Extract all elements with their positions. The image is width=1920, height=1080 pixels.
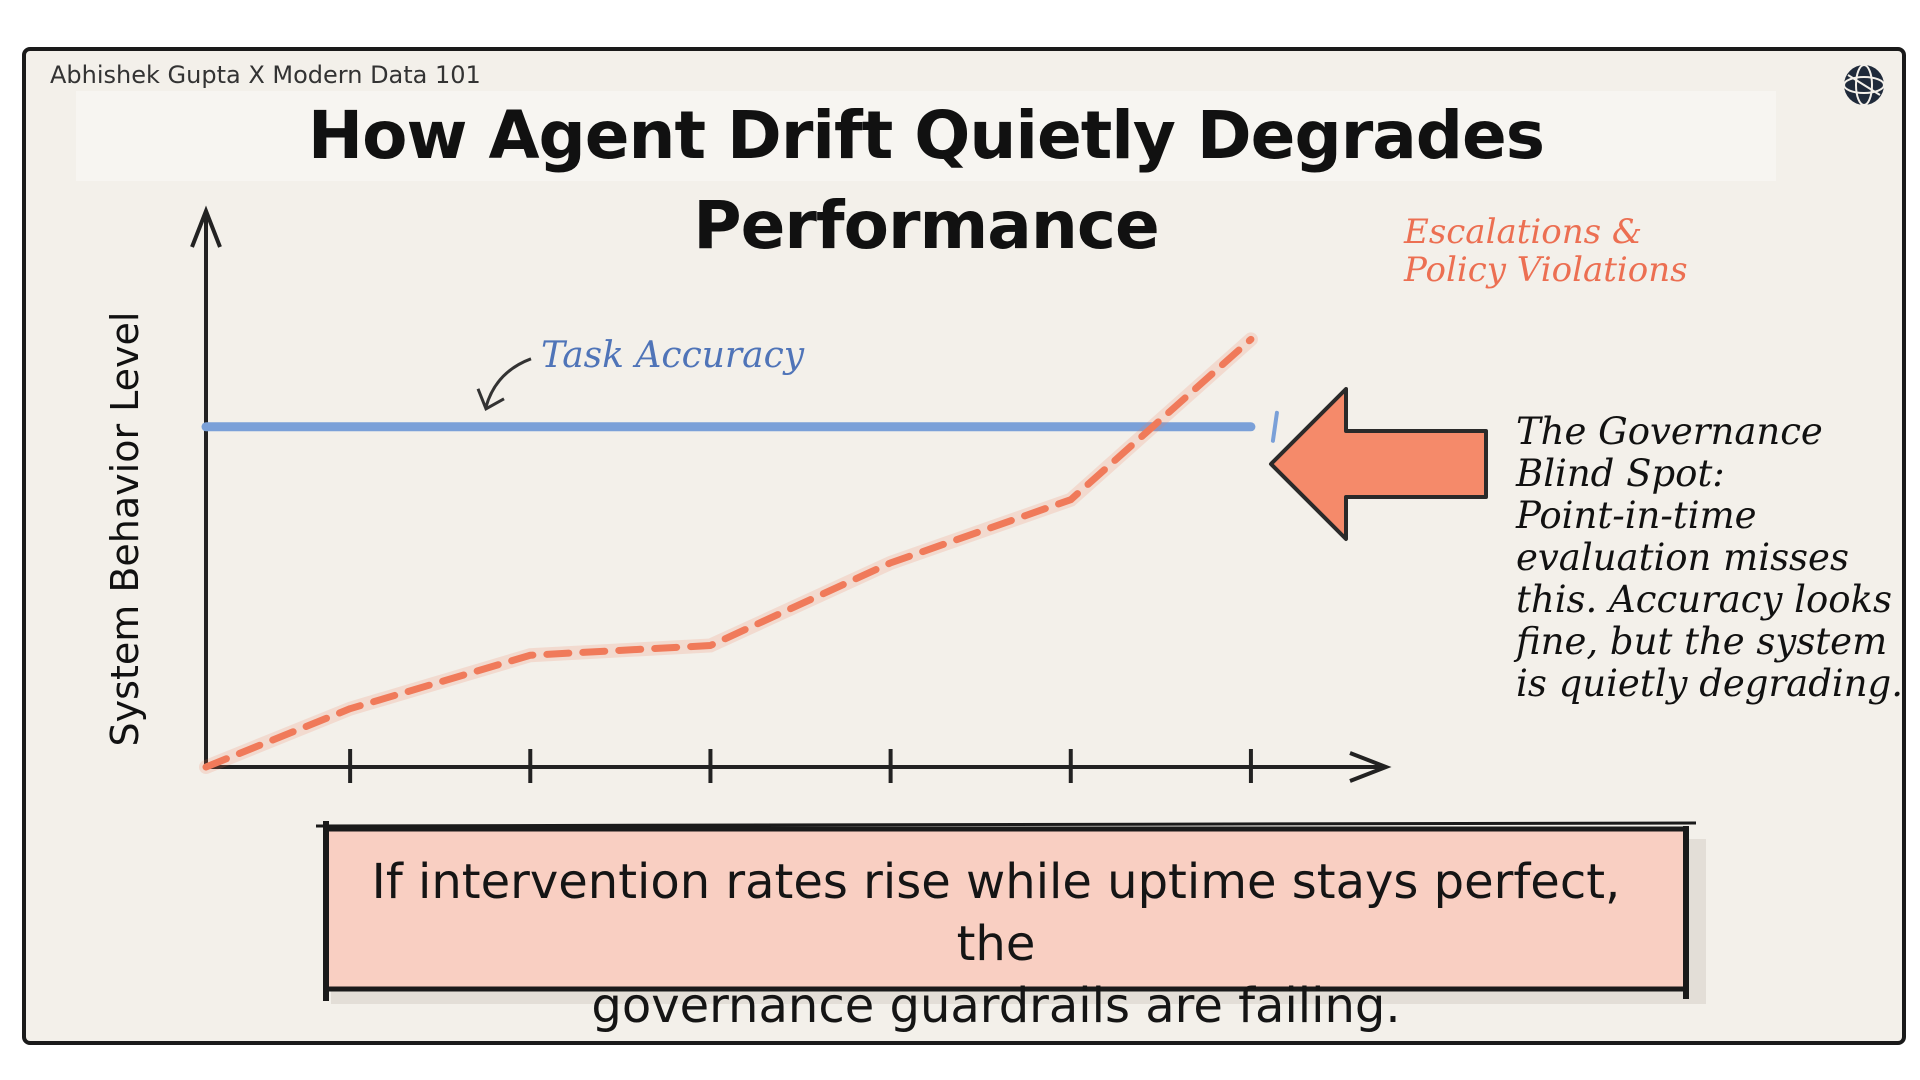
series-end-tick-task-accuracy bbox=[1270, 410, 1279, 443]
point-escalations-policy-violations-5 bbox=[1070, 499, 1072, 501]
point-task-accuracy-6 bbox=[1250, 426, 1252, 428]
callout-line-2: Blind Spot: bbox=[1516, 452, 1725, 495]
y-axis-label: System Behavior Level bbox=[103, 312, 147, 747]
x-axis-arrowhead bbox=[1349, 751, 1392, 783]
banner-message: If intervention rates rise while uptime … bbox=[326, 851, 1666, 1037]
series-label-escalations-line1: Escalations & bbox=[1403, 212, 1642, 252]
banner-box bbox=[315, 821, 1706, 1004]
callout-line-4: evaluation misses bbox=[1516, 536, 1849, 579]
point-task-accuracy-3 bbox=[709, 426, 711, 428]
point-escalations-policy-violations-4 bbox=[890, 562, 892, 564]
series-label-escalations-line2: Policy Violations bbox=[1403, 250, 1688, 290]
drift-chart: System Behavior Level Task Accuracy Esca… bbox=[103, 205, 1706, 1004]
slide: Abhishek Gupta X Modern Data 101 How Age… bbox=[22, 47, 1906, 1045]
point-escalations-policy-violations-1 bbox=[349, 708, 351, 710]
chart-labels: System Behavior Level Task Accuracy Esca… bbox=[103, 212, 1688, 746]
callout-arrow bbox=[1269, 387, 1488, 541]
series-glow-escalations-policy-violations bbox=[199, 332, 1258, 774]
point-task-accuracy-4 bbox=[890, 426, 892, 428]
banner-line-1: If intervention rates rise while uptime … bbox=[371, 854, 1621, 972]
chart-axes bbox=[190, 205, 1392, 783]
point-task-accuracy-0 bbox=[205, 426, 207, 428]
callout-line-3: Point-in-time bbox=[1516, 494, 1757, 537]
callout-line-7: is quietly degrading. bbox=[1516, 662, 1904, 705]
globe-icon bbox=[1843, 64, 1885, 106]
point-task-accuracy-2 bbox=[529, 426, 531, 428]
point-escalations-policy-violations-0 bbox=[205, 766, 207, 768]
accuracy-pointer-arrowhead bbox=[476, 388, 505, 411]
callout-line-5: this. Accuracy looks bbox=[1516, 578, 1892, 621]
byline: Abhishek Gupta X Modern Data 101 bbox=[50, 61, 481, 89]
y-axis-arrowhead bbox=[190, 205, 222, 248]
point-escalations-policy-violations-3 bbox=[709, 645, 711, 646]
point-escalations-policy-violations-6 bbox=[1250, 338, 1252, 340]
slide-title: How Agent Drift Quietly Degrades Perform… bbox=[76, 91, 1776, 264]
point-escalations-policy-violations-2 bbox=[529, 654, 531, 656]
point-task-accuracy-5 bbox=[1070, 426, 1072, 428]
callout-line-1: The Governance bbox=[1516, 410, 1823, 453]
chart-series bbox=[199, 332, 1279, 774]
series-label-task-accuracy: Task Accuracy bbox=[541, 335, 805, 376]
governance-callout: The Governance Blind Spot: Point-in-time… bbox=[1516, 410, 1904, 705]
callout-line-6: fine, but the system bbox=[1516, 620, 1888, 663]
accuracy-pointer-arrow bbox=[484, 357, 532, 408]
point-task-accuracy-1 bbox=[349, 426, 351, 428]
banner-line-2: governance guardrails are failing. bbox=[591, 978, 1401, 1034]
